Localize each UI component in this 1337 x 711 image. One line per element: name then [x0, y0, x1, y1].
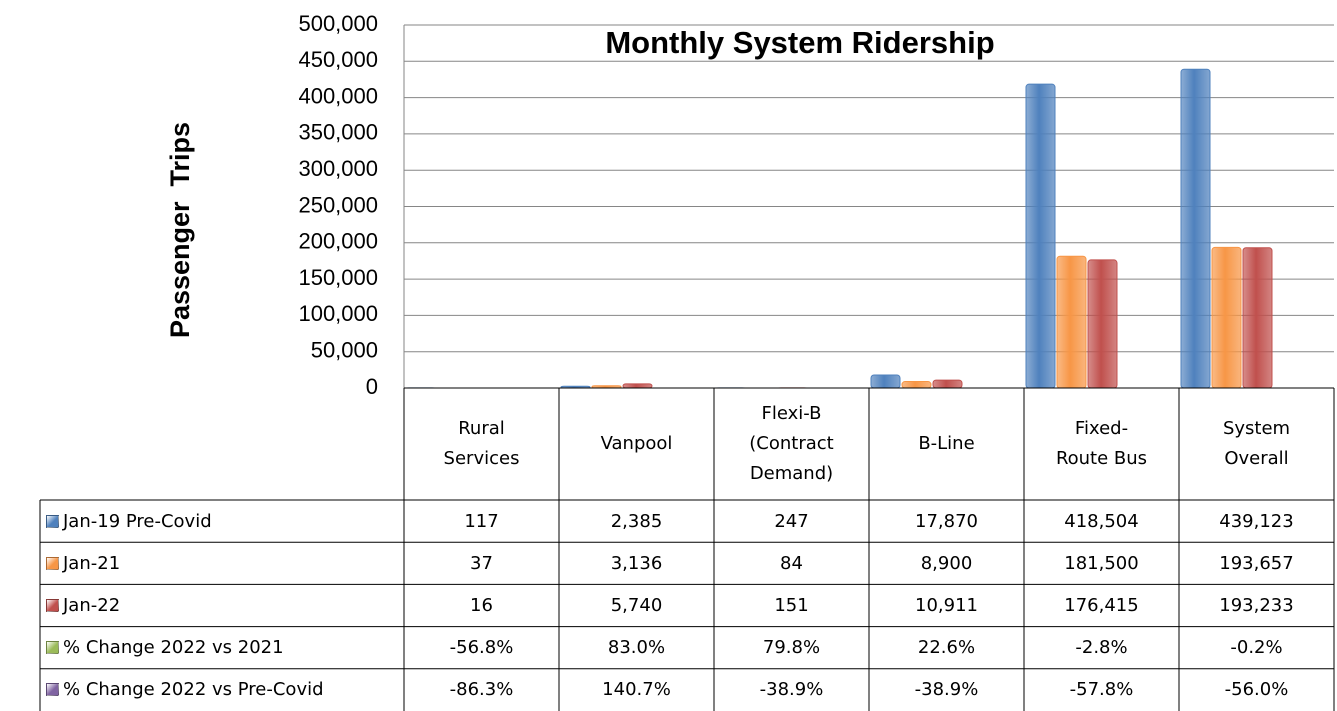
- bar: [1025, 83, 1056, 389]
- category-header: Flexi-B (Contract Demand): [714, 388, 869, 500]
- bar: [1056, 255, 1087, 389]
- bar: [1242, 247, 1273, 389]
- category-label: Fixed-Route Bus: [1055, 418, 1148, 469]
- table-cell: 2,385: [610, 510, 663, 532]
- category-label: System Overall: [1222, 418, 1291, 469]
- bar: [1211, 246, 1242, 389]
- table-cell: -2.8%: [1075, 637, 1128, 659]
- legend-entry: % Change 2022 vs Pre-Covid: [40, 669, 404, 711]
- table-cell: 22.6%: [917, 637, 976, 659]
- category-header: Vanpool: [559, 388, 714, 500]
- table-cell: -0.2%: [1230, 637, 1283, 659]
- table-cell: 16: [470, 594, 493, 616]
- table-cell: -86.3%: [449, 679, 514, 701]
- legend-label: Jan-21: [63, 552, 121, 574]
- y-tick-label: 450,000: [298, 47, 378, 72]
- table-cell: -38.9%: [759, 679, 824, 701]
- chart-title: Monthly System Ridership: [605, 25, 994, 60]
- table-cell: 247: [774, 510, 809, 532]
- legend-entry: Jan-21: [40, 542, 404, 584]
- legend-key: [46, 641, 59, 655]
- y-tick-label: 150,000: [298, 265, 378, 290]
- table-cell: 151: [774, 594, 809, 616]
- legend-label: % Change 2022 vs Pre-Covid: [63, 679, 324, 701]
- table-cell: 8,900: [920, 552, 973, 574]
- table-cell: 37: [470, 552, 493, 574]
- table-cell: -56.8%: [449, 637, 514, 659]
- category-header: Fixed-Route Bus: [1024, 388, 1179, 500]
- legend-entry: % Change 2022 vs 2021: [40, 627, 404, 669]
- category-header: System Overall: [1179, 388, 1334, 500]
- table-cell: 176,415: [1064, 594, 1139, 616]
- table-cell: 193,233: [1219, 594, 1294, 616]
- y-tick-label: 250,000: [298, 192, 378, 217]
- y-tick-label: 200,000: [298, 229, 378, 254]
- y-tick-label: 50,000: [311, 338, 378, 363]
- y-tick-label: 300,000: [298, 156, 378, 181]
- table-cell: -56.0%: [1224, 679, 1289, 701]
- table-cell: 193,657: [1219, 552, 1294, 574]
- table-cell: 117: [464, 510, 499, 532]
- y-axis-title: Passenger Trips: [165, 122, 195, 338]
- table-cell: 83.0%: [607, 637, 666, 659]
- table-cell: 79.8%: [762, 637, 821, 659]
- bar: [1180, 68, 1211, 389]
- table-cell: 140.7%: [602, 679, 671, 701]
- bar: [870, 374, 901, 389]
- category-label: Rural Services: [443, 418, 520, 469]
- bar: [932, 379, 963, 389]
- y-tick-label: 350,000: [298, 120, 378, 145]
- category-header: B-Line: [869, 388, 1024, 500]
- bar: [1087, 259, 1118, 389]
- legend-entry: Jan-19 Pre-Covid: [40, 500, 404, 542]
- legend-key: [46, 683, 59, 697]
- table-cell: 418,504: [1064, 510, 1139, 532]
- legend-key: [46, 514, 59, 528]
- legend-entry: Jan-22: [40, 584, 404, 626]
- category-label: Flexi-B (Contract Demand): [749, 403, 834, 484]
- table-cell: 439,123: [1219, 510, 1294, 532]
- table-cell: 181,500: [1064, 552, 1139, 574]
- table-cell: 84: [780, 552, 803, 574]
- y-tick-label: 100,000: [298, 301, 378, 326]
- legend-label: Jan-19 Pre-Covid: [63, 510, 212, 532]
- table-cell: 10,911: [915, 594, 978, 616]
- table-cell: -38.9%: [914, 679, 979, 701]
- table-cell: 5,740: [610, 594, 663, 616]
- legend-key: [46, 556, 59, 570]
- table-cell: -57.8%: [1069, 679, 1134, 701]
- y-tick-label: 500,000: [298, 11, 378, 36]
- legend-key: [46, 598, 59, 612]
- category-header: Rural Services: [404, 388, 559, 500]
- category-label: Vanpool: [600, 433, 673, 454]
- legend-label: % Change 2022 vs 2021: [63, 637, 284, 659]
- category-label: B-Line: [918, 433, 975, 454]
- legend-label: Jan-22: [63, 594, 121, 616]
- table-cell: 3,136: [610, 552, 663, 574]
- y-tick-label: 400,000: [298, 83, 378, 108]
- y-tick-label: 0: [366, 374, 378, 399]
- table-cell: 17,870: [915, 510, 978, 532]
